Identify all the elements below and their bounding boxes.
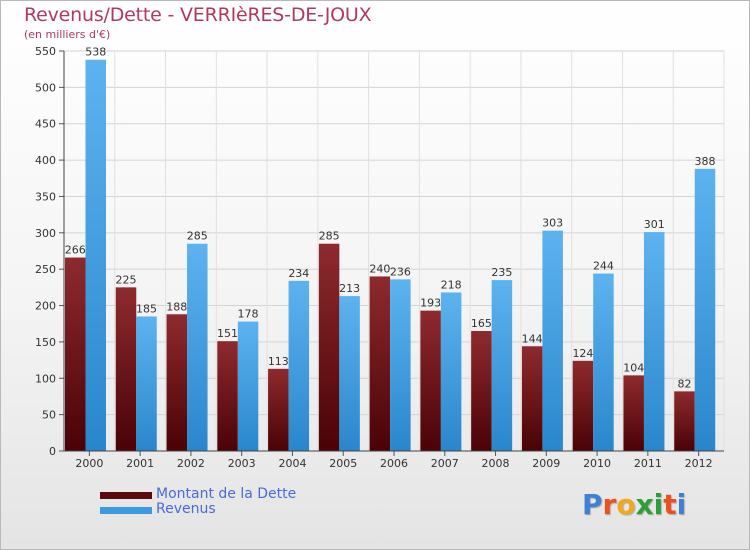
data-label-dette: 165 xyxy=(471,317,492,330)
data-label-revenus: 236 xyxy=(390,265,411,278)
x-tick-label: 2011 xyxy=(634,457,662,470)
y-tick-label: 500 xyxy=(35,81,56,94)
logo-letter: i xyxy=(676,488,687,521)
bar-revenus xyxy=(85,59,106,452)
data-label-dette: 104 xyxy=(623,361,644,374)
data-label-dette: 266 xyxy=(65,244,86,257)
bar-revenus xyxy=(440,292,462,451)
x-tick-label: 2008 xyxy=(482,457,510,470)
bar-revenus xyxy=(491,280,513,451)
legend-swatch-revenus xyxy=(100,507,152,514)
data-label-revenus: 235 xyxy=(491,266,512,279)
data-label-dette: 82 xyxy=(677,377,691,390)
bar-dette xyxy=(623,375,644,451)
bar-revenus xyxy=(187,243,208,451)
logo-letter: i xyxy=(653,488,664,521)
data-label-dette: 113 xyxy=(268,355,289,368)
chart-title: Revenus/Dette - VERRIèRES-DE-JOUX xyxy=(24,4,372,26)
y-tick-label: 50 xyxy=(42,409,56,422)
data-label-dette: 240 xyxy=(369,262,390,275)
bar-revenus xyxy=(643,232,665,451)
x-tick-label: 2003 xyxy=(228,457,256,470)
bar-revenus xyxy=(593,273,614,451)
legend-swatch-dette xyxy=(100,492,152,499)
y-tick-label: 200 xyxy=(35,300,56,313)
data-label-revenus: 234 xyxy=(288,267,309,280)
data-label-revenus: 218 xyxy=(441,278,462,291)
data-label-revenus: 303 xyxy=(542,217,563,230)
logo-letter: P xyxy=(582,488,603,521)
data-label-dette: 151 xyxy=(217,327,238,340)
x-tick-label: 2000 xyxy=(75,457,103,470)
data-label-revenus: 185 xyxy=(136,302,157,315)
x-tick-label: 2005 xyxy=(329,457,357,470)
y-tick-label: 450 xyxy=(35,118,56,131)
y-tick-label: 250 xyxy=(35,263,56,276)
data-label-dette: 225 xyxy=(116,273,137,286)
data-label-revenus: 388 xyxy=(694,155,715,168)
bar-dette xyxy=(318,243,340,451)
bar-revenus xyxy=(237,321,259,451)
legend-label-revenus: Revenus xyxy=(156,501,216,517)
bar-dette xyxy=(572,360,594,451)
bar-dette xyxy=(369,276,391,451)
bar-dette xyxy=(420,310,441,451)
data-label-revenus: 301 xyxy=(644,218,665,231)
bar-dette xyxy=(521,346,543,451)
bar-revenus xyxy=(390,279,411,451)
bar-dette xyxy=(65,257,86,451)
data-label-dette: 144 xyxy=(522,332,543,345)
y-tick-label: 150 xyxy=(35,336,56,349)
x-tick-label: 2001 xyxy=(126,457,154,470)
bar-dette xyxy=(166,314,188,451)
x-tick-label: 2009 xyxy=(532,457,560,470)
data-label-dette: 285 xyxy=(319,230,340,243)
y-tick-label: 300 xyxy=(35,227,56,240)
y-tick-label: 100 xyxy=(35,372,56,385)
bar-revenus xyxy=(694,168,716,451)
chart-subtitle: (en milliers d'€) xyxy=(24,28,111,41)
y-tick-label: 550 xyxy=(35,45,56,58)
bar-revenus xyxy=(288,280,310,451)
x-tick-label: 2007 xyxy=(431,457,459,470)
y-tick-label: 0 xyxy=(49,445,56,458)
bar-dette xyxy=(674,391,695,451)
data-label-dette: 193 xyxy=(420,297,441,310)
proxiti-logo: Proxiti xyxy=(582,488,686,521)
x-tick-label: 2006 xyxy=(380,457,408,470)
y-tick-label: 350 xyxy=(35,190,56,203)
data-label-dette: 124 xyxy=(572,347,593,360)
data-label-revenus: 213 xyxy=(339,282,360,295)
bar-dette xyxy=(217,341,238,451)
y-tick-label: 400 xyxy=(35,154,56,167)
x-tick-label: 2012 xyxy=(685,457,713,470)
bar-dette xyxy=(115,287,137,451)
data-label-revenus: 538 xyxy=(85,46,106,59)
bar-revenus xyxy=(339,296,360,451)
data-label-dette: 188 xyxy=(166,300,187,313)
logo-letter: t xyxy=(663,488,677,521)
data-label-revenus: 244 xyxy=(593,260,614,273)
x-tick-label: 2002 xyxy=(177,457,205,470)
bar-revenus xyxy=(542,230,563,451)
logo-letter: o xyxy=(616,488,636,521)
bar-dette xyxy=(471,331,492,451)
data-label-revenus: 285 xyxy=(187,230,208,243)
bar-dette xyxy=(268,368,289,451)
bar-revenus xyxy=(136,316,157,451)
logo-letter: x xyxy=(635,488,654,521)
legend-label-dette: Montant de la Dette xyxy=(156,486,297,502)
data-label-revenus: 178 xyxy=(238,308,259,321)
x-tick-label: 2004 xyxy=(278,457,306,470)
x-tick-label: 2010 xyxy=(583,457,611,470)
logo-letter: r xyxy=(602,488,617,521)
